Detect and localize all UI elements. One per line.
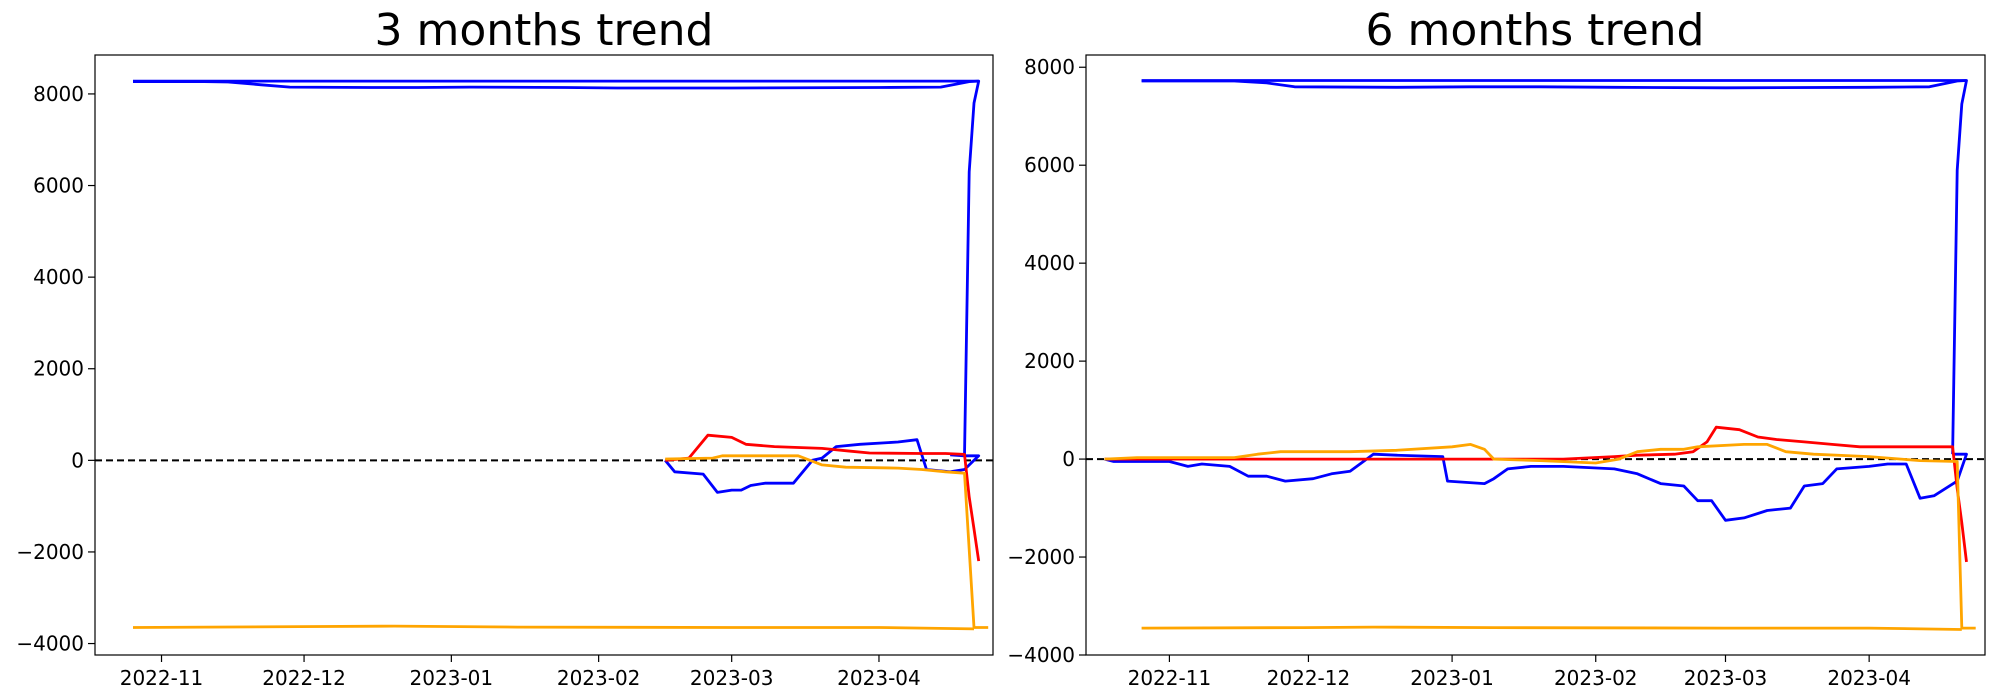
x-tick-label: 2023-03 <box>1684 666 1768 690</box>
y-tick-label: 0 <box>71 448 84 472</box>
x-tick-label: 2023-03 <box>690 666 774 690</box>
x-tick-label: 2022-12 <box>262 666 346 690</box>
axes-frame <box>94 54 994 656</box>
y-tick-label: 2000 <box>1024 349 1075 373</box>
x-tick-label: 2023-04 <box>837 666 921 690</box>
y-tick-label: −2000 <box>16 540 84 564</box>
y-tick-label: 6000 <box>33 174 84 198</box>
y-tick-label: 0 <box>1062 447 1075 471</box>
y-tick-label: −2000 <box>1007 545 1075 569</box>
y-tick-label: 8000 <box>1024 55 1075 79</box>
y-tick-label: 4000 <box>33 265 84 289</box>
chart-6-months: 6 months trend −4000 −2000 0 2000 4000 6000 80… <box>1007 5 1986 690</box>
chart-title: 3 months trend <box>375 5 714 56</box>
y-tick-label: −4000 <box>16 632 84 656</box>
axes-frame <box>1085 54 1986 656</box>
series-line-0 <box>1141 79 1968 455</box>
y-tick-label: 2000 <box>33 357 84 381</box>
series-line-2 <box>1104 452 1968 522</box>
x-tick-label: 2023-04 <box>1827 666 1911 690</box>
x-tick-label: 2023-02 <box>1554 666 1638 690</box>
plot-area <box>95 79 993 631</box>
x-tick-label: 2022-11 <box>1128 666 1212 690</box>
series-line-5 <box>132 624 975 631</box>
series-line-4 <box>665 454 989 629</box>
x-tick-label: 2023-01 <box>410 666 494 690</box>
chart-title: 6 months trend <box>1366 5 1705 56</box>
x-tick-label: 2023-01 <box>1410 666 1494 690</box>
series-line-4 <box>1104 442 1976 630</box>
y-tick-label: 4000 <box>1024 251 1075 275</box>
x-tick-label: 2022-11 <box>120 666 204 690</box>
plot-area <box>1086 79 1985 631</box>
chart-3-months: 3 months trend −4000 −2000 0 2000 4000 6000 80… <box>16 5 994 690</box>
y-tick-label: 6000 <box>1024 153 1075 177</box>
y-tick-label: −4000 <box>1007 643 1075 667</box>
series-line-3 <box>1104 425 1968 563</box>
y-tick-label: 8000 <box>33 82 84 106</box>
x-tick-label: 2022-12 <box>1267 666 1351 690</box>
series-line-3 <box>665 433 981 562</box>
series-line-0 <box>133 79 981 458</box>
x-tick-label: 2023-02 <box>557 666 641 690</box>
series-line-5 <box>1141 625 1962 631</box>
